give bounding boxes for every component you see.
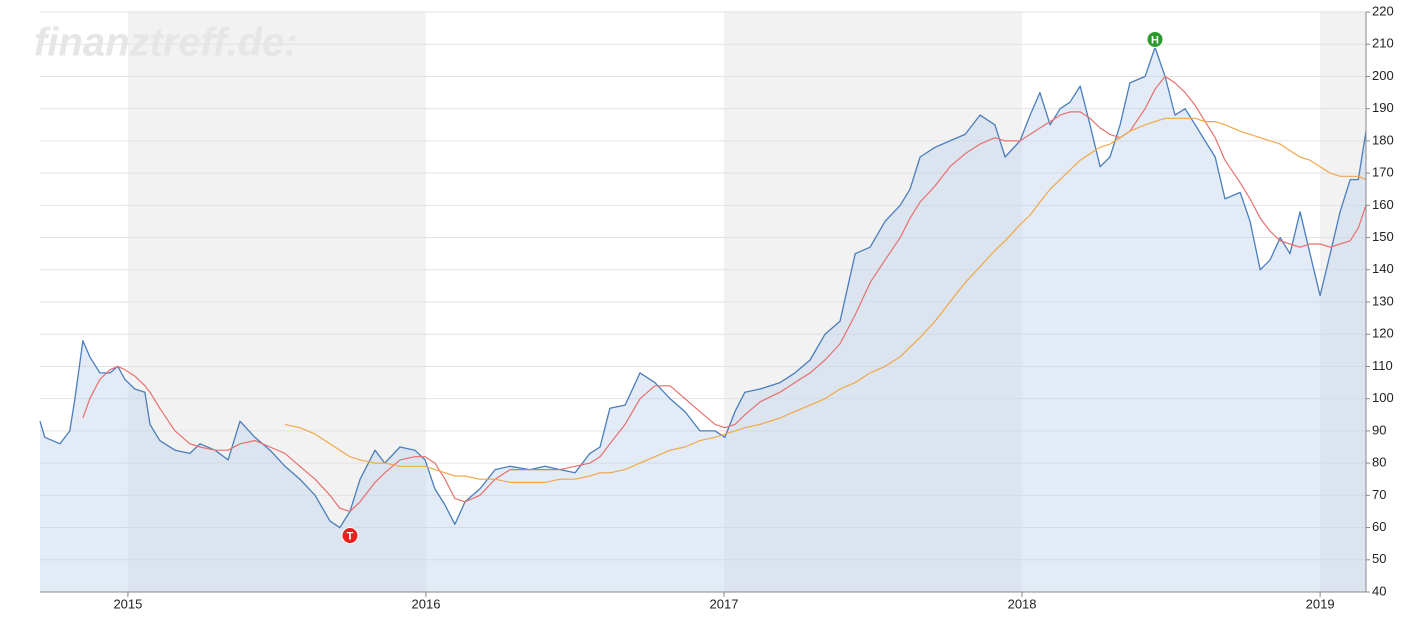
y-tick-label: 220 [1372,3,1394,18]
line-series [82,75,1367,512]
y-tick-label: 110 [1372,358,1393,373]
y-tick-label: 150 [1372,229,1394,244]
y-tick-label: 60 [1372,519,1386,534]
extreme-marker [341,527,359,545]
y-tick-label: 70 [1372,487,1386,502]
grid [40,11,1366,593]
plot: HT [39,30,1367,592]
line-series [39,46,1367,529]
x-tick-label: 2017 [710,596,739,611]
y-tick-label: 120 [1372,326,1394,341]
y-tick-label: 180 [1372,132,1394,147]
y-tick-label: 90 [1372,422,1386,437]
x-tick-label: 2015 [113,596,142,611]
y-tick-label: 170 [1372,165,1394,180]
y-tick-label: 210 [1372,36,1394,51]
watermark: finanztreff.de: [34,21,298,65]
y-tick-label: 130 [1372,293,1394,308]
x-tick-label: 2018 [1008,596,1037,611]
price-area [40,47,1366,592]
y-tick-label: 160 [1372,197,1394,212]
y-tick-label: 40 [1372,583,1386,598]
extreme-marker [1146,30,1164,48]
extreme-label: H [1151,34,1159,46]
y-tick-label: 140 [1372,261,1394,276]
y-tick-label: 100 [1372,390,1394,405]
y-tick-label: 50 [1372,551,1386,566]
axes: 40 50 60 70 80 90 100 110 120 130 140 150 160 170 180 1… [40,3,1394,611]
y-tick-label: 190 [1372,100,1394,115]
y-tick-label: 200 [1372,68,1394,83]
extreme-label: T [347,530,354,542]
x-tick-label: 2019 [1306,596,1335,611]
x-tick-label: 2016 [412,596,441,611]
y-tick-label: 80 [1372,455,1386,470]
line-series [284,117,1367,483]
